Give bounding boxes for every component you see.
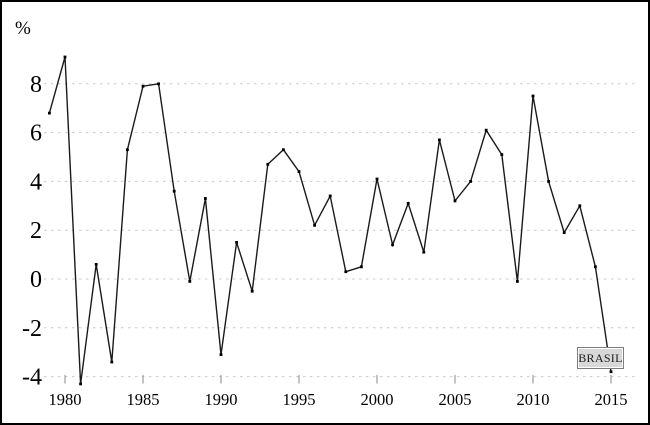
data-point-2012 xyxy=(562,231,566,234)
y-tick-label--4: -4 xyxy=(22,365,42,391)
data-point-2014 xyxy=(594,265,597,269)
data-point-2013 xyxy=(578,204,582,208)
data-point-1994 xyxy=(282,148,285,152)
data-point-1996 xyxy=(313,223,316,227)
x-tick-label-1980: 1980 xyxy=(49,390,82,409)
x-tick-label-2015: 2015 xyxy=(595,390,628,409)
series-label-text: BRASIL xyxy=(578,351,623,365)
data-point-1992 xyxy=(250,289,254,293)
data-point-1988 xyxy=(188,280,192,283)
data-point-1987 xyxy=(172,189,176,193)
data-point-2005 xyxy=(453,199,457,203)
data-point-1997 xyxy=(328,194,332,198)
y-tick-label-2: 2 xyxy=(30,218,42,244)
x-tick-label-1990: 1990 xyxy=(205,390,238,409)
data-point-1985 xyxy=(141,84,145,88)
y-tick-label-4: 4 xyxy=(30,169,42,195)
y-axis-unit-label: % xyxy=(15,18,31,39)
data-point-1993 xyxy=(266,162,270,166)
data-point-2007 xyxy=(484,128,488,132)
data-point-2004 xyxy=(438,138,441,142)
data-point-1984 xyxy=(126,148,129,152)
data-point-2001 xyxy=(391,243,394,247)
data-point-2015 xyxy=(609,370,613,374)
y-tick-label-8: 8 xyxy=(30,72,42,98)
series-label-box: BRASIL xyxy=(577,347,624,369)
x-tick-label-2005: 2005 xyxy=(439,390,472,409)
data-point-1986 xyxy=(157,82,160,86)
data-point-2009 xyxy=(516,280,519,283)
x-tick-label-2000: 2000 xyxy=(361,390,394,409)
y-tick-label-6: 6 xyxy=(30,121,42,147)
y-tick-label--2: -2 xyxy=(22,316,42,342)
data-point-2010 xyxy=(531,94,535,98)
data-point-2003 xyxy=(422,250,426,254)
data-point-1991 xyxy=(235,241,238,244)
data-point-2002 xyxy=(406,202,410,205)
data-point-1995 xyxy=(297,170,301,173)
data-point-1983 xyxy=(110,360,114,364)
data-point-1999 xyxy=(360,265,363,269)
data-point-1982 xyxy=(94,263,98,266)
x-tick-label-1985: 1985 xyxy=(127,390,160,409)
data-point-2000 xyxy=(375,177,379,181)
data-point-1990 xyxy=(219,353,223,356)
data-point-2006 xyxy=(469,180,472,183)
series-line-brasil xyxy=(48,56,612,384)
data-point-1979 xyxy=(48,111,51,115)
data-point-1980 xyxy=(63,55,67,59)
data-point-2008 xyxy=(500,153,504,156)
data-point-2011 xyxy=(547,180,550,183)
y-tick-label-0: 0 xyxy=(30,267,42,293)
x-tick-label-2010: 2010 xyxy=(517,390,550,409)
x-tick-label-1995: 1995 xyxy=(283,390,316,409)
data-point-1989 xyxy=(204,197,207,200)
data-point-1981 xyxy=(79,382,82,386)
data-point-1998 xyxy=(344,270,348,274)
